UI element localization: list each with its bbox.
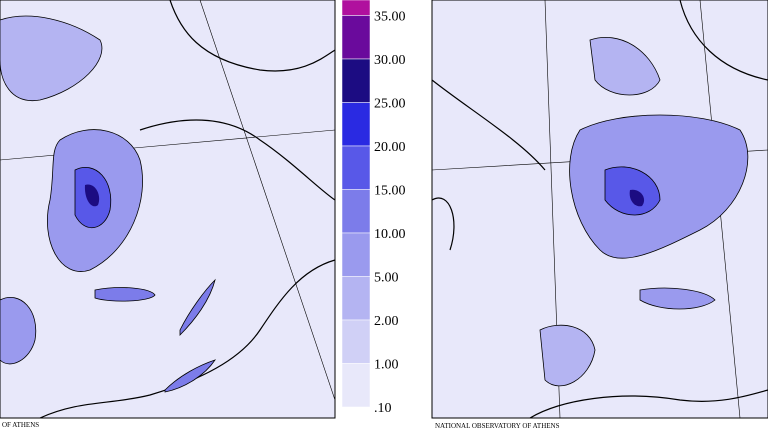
precip-area xyxy=(179,278,216,336)
legend-swatch xyxy=(341,189,371,234)
precip-area xyxy=(589,37,661,96)
legend-swatch xyxy=(341,363,371,408)
legend-swatch xyxy=(341,145,371,190)
legend-label: 5.00 xyxy=(374,271,399,286)
legend-label: 25.00 xyxy=(374,97,406,112)
legend-swatch xyxy=(341,58,371,103)
precip-area xyxy=(94,287,156,302)
precip-area xyxy=(84,184,100,207)
legend-label: 2.00 xyxy=(374,314,399,329)
legend-label: 30.00 xyxy=(374,53,406,68)
legend-label: .10 xyxy=(374,401,392,416)
legend-label: 35.00 xyxy=(374,10,406,25)
precip-area xyxy=(0,297,37,365)
legend: 35.00 30.00 25.00 20.00 15.00 10.00 5.00 2.00 1.… xyxy=(341,0,406,416)
legend-swatch xyxy=(341,15,371,60)
precip-area xyxy=(164,359,216,393)
legend-swatch xyxy=(341,102,371,147)
coastline xyxy=(431,0,768,419)
left-map: OF ATHENS xyxy=(0,0,336,429)
caption: NATIONAL OBSERVATORY OF ATHENS xyxy=(435,422,560,430)
legend-label: 15.00 xyxy=(374,184,406,199)
precip-area xyxy=(629,189,645,207)
legend-label: 20.00 xyxy=(374,140,406,155)
precip-area xyxy=(539,324,596,387)
precip-area xyxy=(569,114,749,259)
legend-swatch xyxy=(341,232,371,277)
coastline xyxy=(39,0,336,419)
legend-swatch xyxy=(341,276,371,321)
legend-swatch xyxy=(341,319,371,364)
caption: OF ATHENS xyxy=(2,421,39,429)
legend-label: 10.00 xyxy=(374,227,406,242)
precip-area xyxy=(0,15,103,102)
precip-area xyxy=(639,287,716,310)
right-map: NATIONAL OBSERVATORY OF ATHENS xyxy=(431,0,768,430)
legend-swatch xyxy=(341,0,371,16)
legend-label: 1.00 xyxy=(374,358,399,373)
